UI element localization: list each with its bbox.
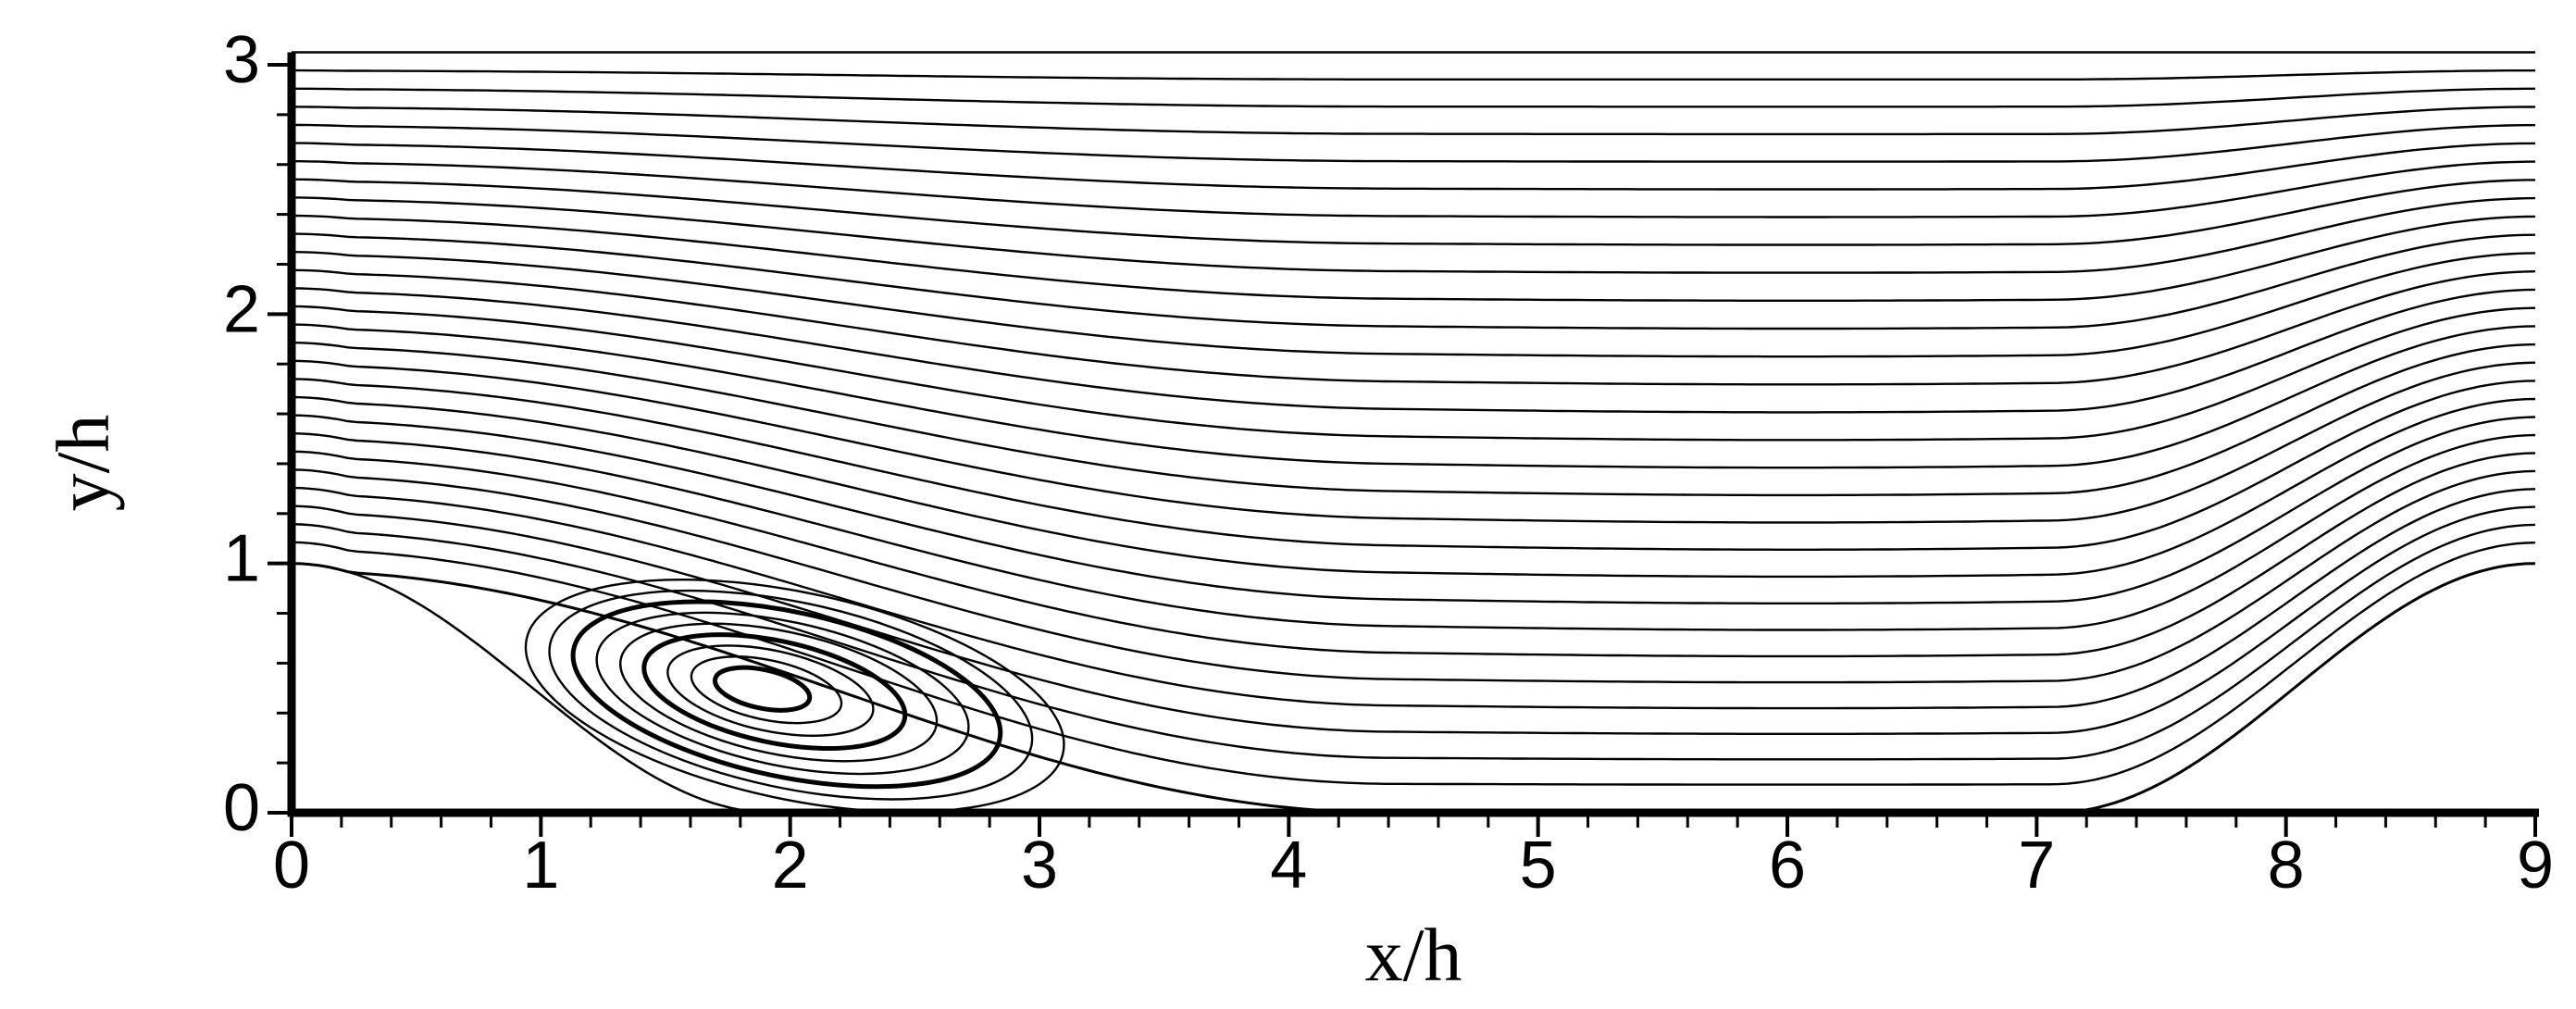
streamline xyxy=(291,562,2536,815)
hill-wall xyxy=(291,562,2536,815)
streamline xyxy=(291,450,2536,658)
eddy-streamline xyxy=(548,589,1034,801)
x-axis-label: x/h xyxy=(1365,913,1462,997)
y-tick-label: 2 xyxy=(223,272,260,346)
eddy-streamline xyxy=(595,611,970,776)
eddy-streamline xyxy=(619,622,939,763)
y-axis-label: y/h xyxy=(41,415,125,512)
streamline xyxy=(291,486,2536,710)
streamline xyxy=(291,342,2536,497)
streamline xyxy=(292,160,2536,218)
x-tick-label: 2 xyxy=(772,828,809,903)
streamline xyxy=(291,504,2536,735)
x-tick-label: 9 xyxy=(2517,828,2554,903)
streamline xyxy=(291,87,2535,108)
streamline xyxy=(291,106,2535,136)
eddy-streamline xyxy=(524,579,1065,814)
streamline xyxy=(291,468,2536,684)
x-tick-label: 1 xyxy=(522,828,559,903)
x-tick-label: 0 xyxy=(273,828,310,903)
streamline xyxy=(291,541,2536,786)
streamline xyxy=(291,251,2536,358)
streamline xyxy=(291,414,2536,604)
eddy-streamline xyxy=(666,644,875,737)
streamline xyxy=(292,196,2536,274)
streamline xyxy=(291,232,2536,330)
eddy-streamline xyxy=(570,599,1003,790)
streamline xyxy=(292,69,2535,81)
streamline xyxy=(292,178,2535,246)
streamline xyxy=(291,268,2536,386)
streamline xyxy=(291,323,2536,469)
eddy-streamline xyxy=(641,632,908,752)
streamline xyxy=(291,395,2536,579)
streamline xyxy=(291,123,2535,163)
eddy-streamline xyxy=(690,655,843,725)
x-tick-label: 7 xyxy=(2018,828,2055,903)
eddy-streamline xyxy=(712,665,813,713)
axes: 0 1 2 3 4 5 6 7 8 9 0 1 2 3 xyxy=(223,23,2554,903)
y-tick-label: 0 xyxy=(223,771,260,845)
x-tick-label: 3 xyxy=(1021,828,1058,903)
x-tick-label: 6 xyxy=(1769,828,1806,903)
x-tick-label: 5 xyxy=(1520,828,1557,903)
streamline xyxy=(292,142,2535,191)
x-tick-label: 8 xyxy=(2268,828,2305,903)
streamline xyxy=(291,378,2536,551)
streamlines xyxy=(291,51,2536,815)
x-tick-label: 4 xyxy=(1270,828,1307,903)
streamline xyxy=(291,214,2536,302)
streamline xyxy=(291,432,2536,631)
streamline xyxy=(291,287,2536,414)
streamline xyxy=(291,305,2536,442)
y-tick-label: 3 xyxy=(223,23,260,97)
streamline xyxy=(291,523,2536,761)
y-tick-label: 1 xyxy=(223,522,260,596)
streamline xyxy=(291,359,2536,524)
